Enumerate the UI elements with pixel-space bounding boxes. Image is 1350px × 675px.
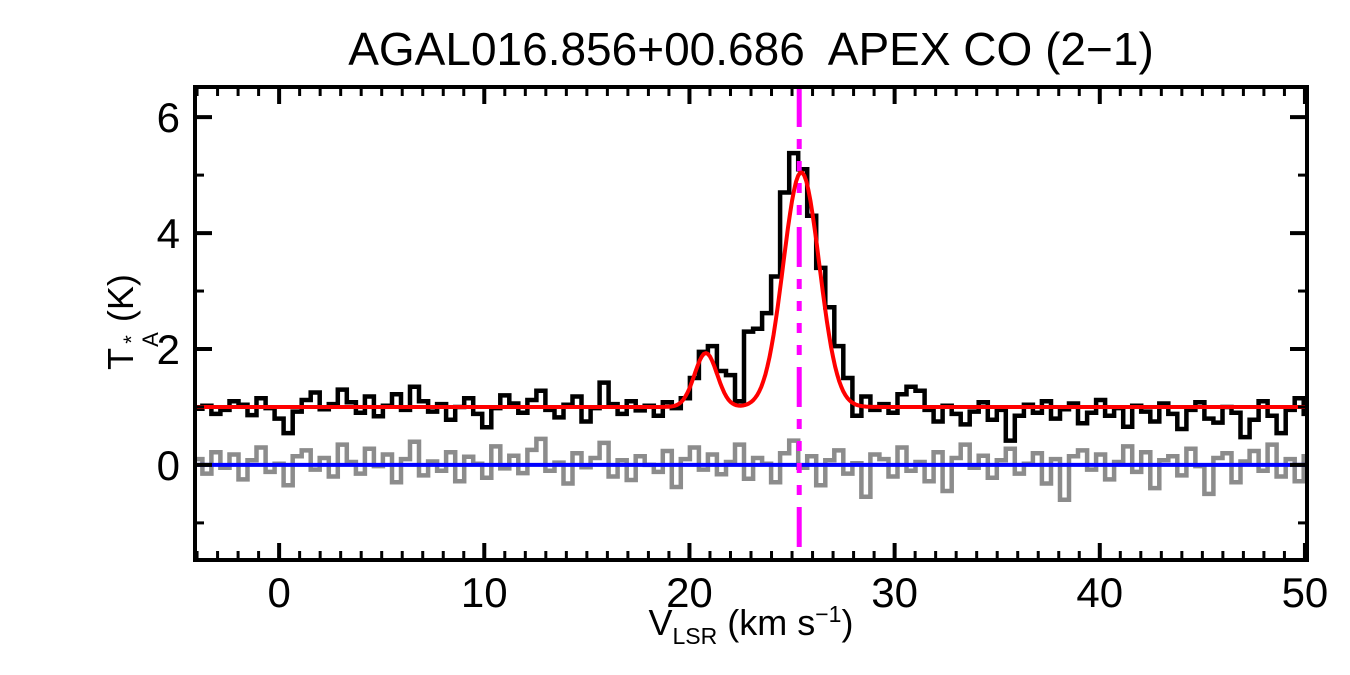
x-axis-label-unit: (km s	[717, 602, 816, 643]
x-tick-label: 30	[871, 569, 918, 616]
x-tick-label: 10	[461, 569, 508, 616]
x-tick-label: 20	[666, 569, 713, 616]
y-axis-label-symbol: T	[99, 347, 141, 370]
data-layer	[195, 87, 1307, 560]
spectrum-histogram	[195, 150, 1307, 443]
axis-ticks	[195, 87, 1307, 560]
y-axis-label-unit: (K)	[99, 274, 141, 333]
y-tick-label: 4	[157, 210, 180, 257]
x-axis-label: VLSR (km s−1)	[195, 601, 1307, 650]
y-axis-label-subscript: A	[137, 332, 163, 347]
y-tick-label: 6	[157, 94, 180, 141]
x-axis-label-exponent: −1	[815, 601, 842, 627]
axes-box	[193, 85, 1309, 562]
residual-histogram	[195, 436, 1307, 502]
y-tick-label: 0	[157, 442, 180, 489]
x-tick-labels: 0 10 20 30 40 50	[267, 569, 1328, 616]
gaussian-fit-curve	[195, 170, 1307, 409]
y-tick-label: 2	[157, 326, 180, 373]
x-tick-label: 50	[1282, 569, 1329, 616]
y-tick-labels: 0 2 4 6	[157, 94, 180, 489]
y-axis-label-scripts: * A	[119, 332, 163, 347]
plot-title: AGAL016.856+00.686 APEX CO (2−1)	[348, 23, 1154, 75]
y-axis-label: T * A (K)	[99, 274, 163, 370]
x-tick-label: 0	[267, 569, 290, 616]
x-tick-label: 40	[1076, 569, 1123, 616]
x-axis-label-subscript: LSR	[672, 623, 718, 649]
x-axis-label-unit-close: )	[841, 602, 854, 643]
x-axis-label-symbol: V	[648, 602, 673, 643]
